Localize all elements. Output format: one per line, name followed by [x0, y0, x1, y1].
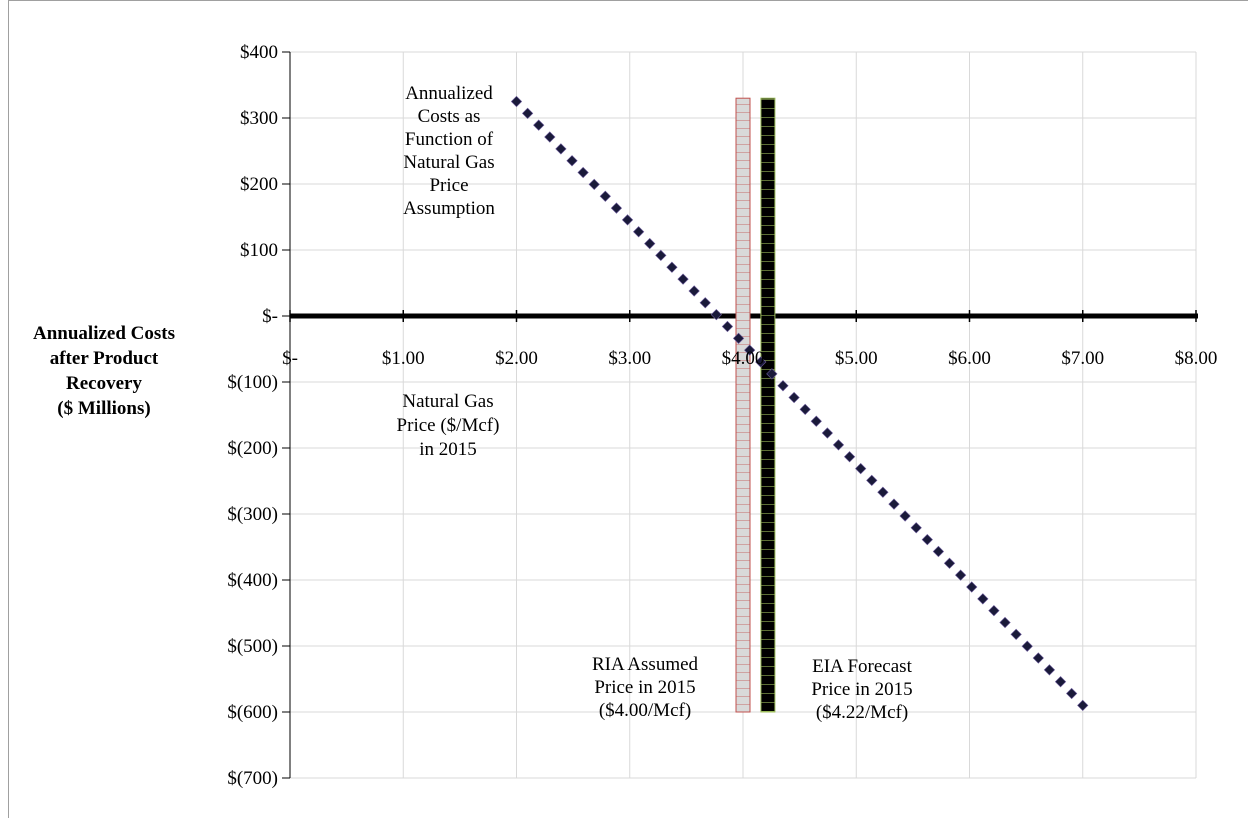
x-tick-label-4: $4.00: [722, 348, 765, 369]
series-0-marker-46: [1021, 640, 1033, 652]
series-0-marker-37: [921, 533, 933, 546]
x-tick-label-3: $3.00: [608, 348, 651, 369]
series-0-marker-10: [621, 214, 634, 226]
series-0-marker-43: [988, 605, 1000, 617]
series-0-marker-41: [966, 581, 978, 593]
series-0-marker-30: [843, 451, 856, 463]
y-tick-label-8: $(400): [227, 570, 278, 591]
series-0-marker-32: [866, 474, 878, 487]
series-0-marker-42: [977, 593, 989, 605]
series-0-marker-3: [544, 131, 556, 143]
series-0-marker-12: [644, 237, 656, 250]
y-axis-title: Annualized Costs after Product Recovery ($ …: [33, 323, 175, 419]
series-0-marker-45: [1010, 628, 1022, 640]
series-0-marker-47: [1032, 652, 1044, 664]
series-0-marker-38: [932, 545, 945, 558]
labels: $400$300$200$100$-$(100)$(200)$(300)$(40…: [33, 42, 1217, 789]
x-tick-label-5: $5.00: [835, 348, 878, 369]
x-tick-label-0: $-: [282, 348, 298, 369]
chart-frame: [8, 0, 1248, 818]
series-0-marker-2: [533, 119, 545, 131]
series-0-marker-40: [954, 569, 967, 581]
y-tick-label-2: $200: [240, 174, 278, 195]
series-0-marker-20: [732, 332, 745, 344]
series-0-marker-34: [888, 498, 900, 510]
series-0-marker-15: [677, 273, 689, 285]
series-0-marker-50: [1066, 687, 1078, 700]
y-tick-label-0: $400: [240, 42, 278, 63]
y-tick-label-4: $-: [262, 306, 278, 327]
series-0-marker-36: [910, 522, 922, 534]
series-0-marker-22: [755, 356, 767, 368]
y-tick-label-3: $100: [240, 240, 278, 261]
series-0-marker-31: [855, 462, 867, 475]
x-tick-label-8: $8.00: [1175, 348, 1218, 369]
series-0-marker-21: [744, 344, 756, 356]
series-layer: [510, 95, 1089, 712]
y-tick-label-7: $(300): [227, 504, 278, 525]
y-tick-label-1: $300: [240, 108, 278, 129]
series-0-marker-16: [688, 285, 700, 297]
series-0-marker-18: [710, 309, 722, 321]
series-0-marker-4: [555, 143, 567, 155]
x-tick-label-1: $1.00: [382, 348, 425, 369]
series-0-marker-7: [588, 178, 600, 191]
series-0-marker-23: [766, 368, 778, 380]
series-0-marker-25: [788, 391, 800, 404]
series-0-marker-6: [577, 166, 589, 179]
ria-annotation: RIA Assumed Price in 2015 ($4.00/Mcf): [592, 654, 699, 721]
series-0-marker-5: [566, 155, 578, 167]
series-0-marker-28: [821, 427, 834, 439]
series-0-marker-8: [599, 190, 611, 202]
x-tick-label-6: $6.00: [948, 348, 991, 369]
series-0-marker-9: [610, 202, 623, 214]
reference-bars: [735, 97, 776, 713]
series-0-marker-13: [655, 249, 667, 262]
series-0-marker-44: [999, 616, 1011, 629]
y-tick-label-9: $(500): [227, 636, 278, 657]
series-0-marker-49: [1054, 676, 1067, 688]
series-0: [510, 95, 1089, 712]
series-0-marker-51: [1077, 699, 1089, 712]
y-tick-label-5: $(100): [227, 372, 278, 393]
reference-bar-1: [760, 97, 776, 713]
series-annotation: Annualized Costs as Function of Natural Gas…: [403, 83, 495, 219]
x-axis-title: Natural Gas Price ($/Mcf) in 2015: [397, 391, 500, 460]
x-tick-label-7: $7.00: [1061, 348, 1104, 369]
reference-bar-0: [735, 97, 751, 713]
series-0-marker-11: [633, 226, 645, 238]
series-0-marker-19: [721, 320, 734, 333]
series-0-marker-0: [510, 95, 523, 108]
series-0-marker-27: [810, 415, 822, 427]
series-0-marker-48: [1043, 664, 1056, 676]
series-0-marker-29: [832, 439, 845, 451]
series-0-marker-33: [877, 486, 889, 498]
series-0-marker-14: [666, 261, 678, 273]
series-0-marker-39: [943, 557, 956, 569]
y-tick-label-11: $(700): [227, 768, 278, 789]
series-0-marker-1: [521, 107, 534, 119]
y-tick-label-10: $(600): [227, 702, 278, 723]
series-0-marker-35: [899, 510, 911, 522]
series-0-marker-17: [699, 297, 711, 309]
eia-annotation: EIA Forecast Price in 2015 ($4.22/Mcf): [811, 656, 912, 723]
y-tick-label-6: $(200): [227, 438, 278, 459]
series-0-marker-26: [799, 403, 811, 415]
series-0-marker-24: [777, 380, 789, 392]
x-tick-label-2: $2.00: [495, 348, 538, 369]
